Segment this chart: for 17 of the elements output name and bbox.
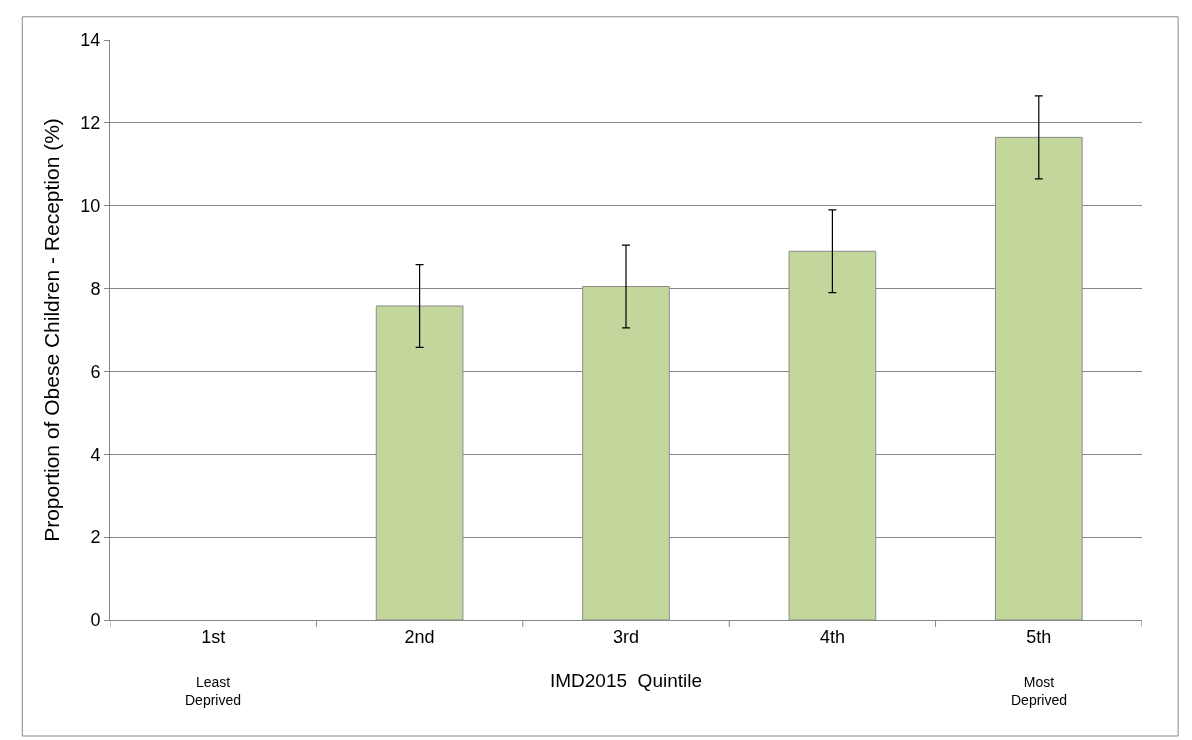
y-tick-label: 0 [90,610,101,631]
y-tick-label: 10 [80,196,101,217]
y-axis-title: Proportion of Obese Children - Reception (%) [39,118,63,542]
y-tick-label: 12 [80,113,101,134]
x-axis-title: IMD2015 Quintile [549,670,703,692]
x-tick-label: 3rd [612,626,640,647]
y-tick-label: 8 [90,278,101,299]
x-tick-label: 4th [819,626,845,647]
x-tick-label: 2nd [404,626,435,647]
x-tick-label: 5th [1026,626,1052,647]
text: Most Deprived [1011,674,1068,709]
y-tick-label: 4 [90,444,101,465]
y-tick-label: 14 [80,30,101,51]
x-tick-label: 1st [201,626,226,647]
y-tick-label: 2 [90,527,101,548]
text: Least Deprived [185,674,242,709]
y-tick-label: 6 [90,361,101,382]
